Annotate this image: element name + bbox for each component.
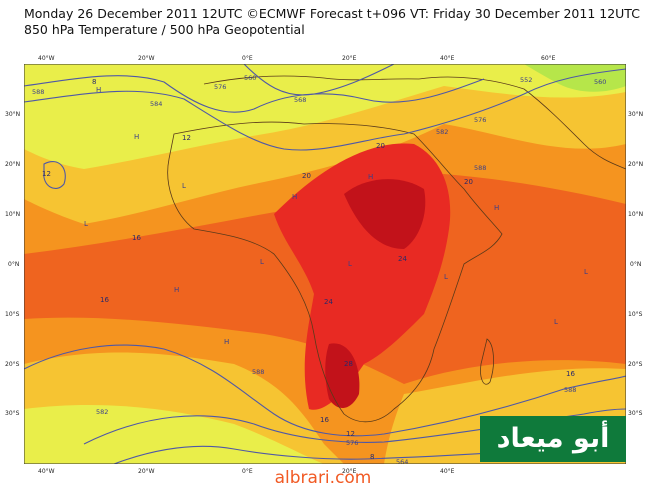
temp-label: 20 (376, 142, 385, 150)
geo-label: 576 (474, 116, 486, 124)
geo-label: 576 (214, 83, 226, 91)
temperature-labels: 8 12 16 16 12 20 20 20 24 24 28 16 12 16… (42, 78, 575, 461)
lat-label-left: 10°N (5, 211, 21, 218)
temp-field-8-12-south (24, 404, 324, 464)
geo-label: 584 (150, 100, 162, 108)
geo-label: 582 (96, 408, 108, 416)
high-mark: H (224, 338, 229, 346)
temp-label: 16 (320, 416, 329, 424)
high-mark: H (292, 193, 297, 201)
lon-label-top: 40°E (440, 55, 455, 62)
low-mark: L (554, 318, 558, 326)
contour-closed-west (43, 161, 66, 189)
high-mark: H (174, 286, 179, 294)
contour-582-south (83, 408, 626, 445)
geopotential-contours (24, 64, 626, 464)
europe-coastline (203, 75, 420, 85)
geo-label: 568 (294, 96, 306, 104)
temp-label: 16 (566, 370, 575, 378)
lon-label-top: 60°E (541, 55, 556, 62)
lon-label-top: 40°W (38, 55, 55, 62)
pressure-marks: H H H H H H H L L L L L L L (84, 86, 588, 346)
low-mark: L (348, 260, 352, 268)
lon-label-bottom: 40°W (38, 468, 55, 475)
madagascar-coastline (480, 338, 494, 385)
geo-label: 552 (520, 76, 532, 84)
africa-coastline (167, 121, 503, 423)
lon-label-top: 20°W (138, 55, 155, 62)
temp-label: 16 (132, 234, 141, 242)
map-subtitle: 850 hPa Temperature / 500 hPa Geopotenti… (24, 22, 305, 37)
contour-588-south (24, 344, 626, 437)
temp-label: 8 (370, 453, 374, 461)
high-mark: H (494, 204, 499, 212)
contour-576-north (24, 75, 485, 113)
temp-label: 24 (324, 298, 333, 306)
watermark-logo: أبو ميعاد (480, 416, 626, 462)
temp-label: 12 (42, 170, 51, 178)
lon-label-bottom: 0°E (242, 468, 253, 475)
low-mark: L (84, 220, 88, 228)
high-mark: H (134, 133, 139, 141)
temp-field-lt-8 (524, 64, 626, 92)
map-title: Monday 26 December 2011 12UTC ©ECMWF For… (24, 6, 640, 21)
temp-field-28-plus-south (325, 343, 360, 409)
low-mark: L (260, 258, 264, 266)
lon-label-bottom: 40°E (440, 468, 455, 475)
lat-label-right: 30°N (628, 111, 644, 118)
temp-field-28-plus (344, 179, 426, 249)
geopotential-labels: 588 584 576 568 560 552 576 582 588 588 … (32, 74, 606, 464)
contour-588-north (24, 68, 626, 151)
watermark-site: albrari.com (274, 468, 372, 488)
lat-label-right: 20°N (628, 161, 644, 168)
low-mark: L (584, 268, 588, 276)
lat-label-right: 20°S (628, 361, 643, 368)
lat-label-right: 30°S (628, 410, 643, 417)
lat-label-left: 20°S (5, 361, 20, 368)
temp-label: 20 (464, 178, 473, 186)
geo-label: 588 (252, 368, 264, 376)
temp-label: 12 (346, 430, 355, 438)
high-mark: H (368, 173, 373, 181)
weather-map: 8 12 16 16 12 20 20 20 24 24 28 16 12 16… (24, 64, 626, 464)
geo-label: 588 (32, 88, 44, 96)
lat-label-left: 30°S (5, 410, 20, 417)
arabia-coastline (418, 76, 626, 170)
temp-label: 24 (398, 255, 407, 263)
lat-label-left: 30°N (5, 111, 21, 118)
lat-label-right: 10°S (628, 311, 643, 318)
high-mark: H (96, 86, 101, 94)
geo-label: 560 (594, 78, 606, 86)
temp-label: 8 (92, 78, 96, 86)
geo-label: 576 (346, 439, 358, 447)
lon-label-top: 20°E (342, 55, 357, 62)
temp-label: 16 (100, 296, 109, 304)
temp-label: 28 (344, 360, 353, 368)
geo-label: 560 (244, 74, 256, 82)
geo-label: 588 (564, 386, 576, 394)
lon-label-bottom: 20°E (342, 468, 357, 475)
low-mark: L (444, 273, 448, 281)
geo-label: 588 (474, 164, 486, 172)
lat-label-left: 0°N (8, 261, 20, 268)
temp-label: 12 (182, 134, 191, 142)
geo-label: 564 (396, 458, 408, 464)
low-mark: L (182, 182, 186, 190)
temp-label: 20 (302, 172, 311, 180)
lat-label-right: 0°N (630, 261, 642, 268)
lat-label-left: 10°S (5, 311, 20, 318)
lat-label-right: 10°N (628, 211, 644, 218)
lon-label-top: 0°E (242, 55, 253, 62)
contour-560-north (243, 64, 395, 96)
lat-label-left: 20°N (5, 161, 21, 168)
lon-label-bottom: 20°W (138, 468, 155, 475)
geo-label: 582 (436, 128, 448, 136)
temp-field-8-12 (24, 64, 626, 169)
